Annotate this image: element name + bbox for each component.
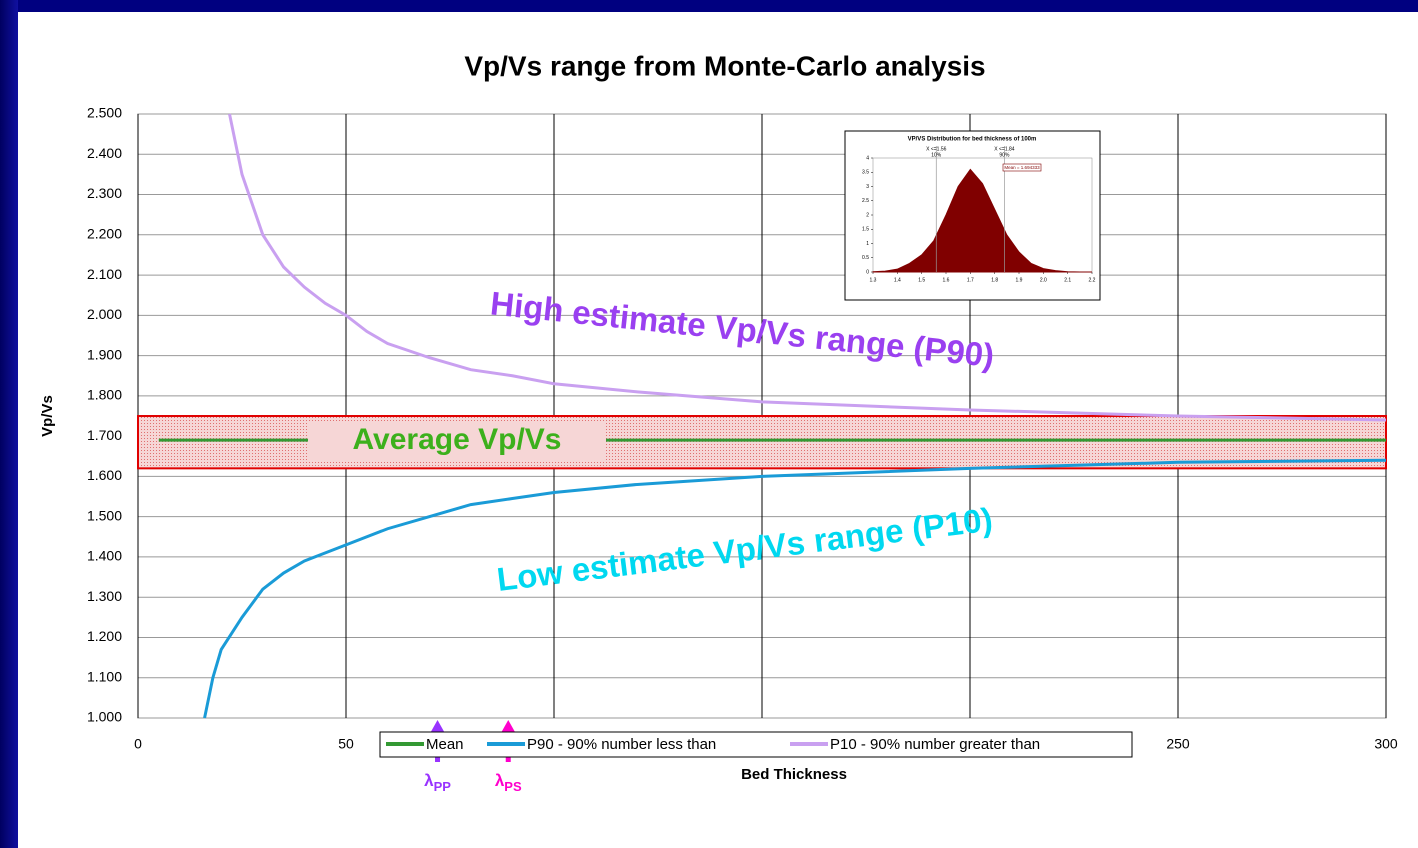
inset-y-tick-label: 4 — [866, 155, 869, 161]
chart-title: Vp/Vs range from Monte-Carlo analysis — [464, 50, 985, 81]
y-tick-label: 1.600 — [87, 467, 122, 483]
slide-edge — [0, 0, 18, 848]
percentile-pct: 10% — [931, 152, 942, 158]
annotation: Average Vp/Vs — [353, 423, 562, 456]
legend-label: P90 - 90% number less than — [527, 736, 716, 753]
inset-title: VP/VS Distribution for bed thickness of … — [908, 137, 1037, 143]
legend-label: Mean — [426, 736, 464, 753]
inset-x-tick-label: 2.2 — [1089, 277, 1096, 283]
arrow-symbol: λ — [424, 771, 434, 790]
x-tick-label: 0 — [134, 736, 142, 752]
y-tick-label: 2.100 — [87, 266, 122, 282]
arrow-label: λPP — [424, 771, 451, 794]
legend-label: P10 - 90% number greater than — [830, 736, 1040, 753]
y-tick-label: 1.000 — [87, 709, 122, 725]
percentile-pct: 90% — [999, 152, 1010, 158]
inset-x-tick-label: 1.4 — [894, 277, 901, 283]
x-tick-label: 50 — [338, 736, 354, 752]
y-axis-title: Vp/Vs — [39, 395, 56, 437]
y-tick-label: 1.200 — [87, 628, 122, 644]
inset-x-tick-label: 1.5 — [918, 277, 925, 283]
y-tick-label: 2.200 — [87, 226, 122, 242]
y-tick-label: 1.500 — [87, 507, 122, 523]
annotation-bg — [308, 421, 606, 461]
inset-y-tick-label: 0 — [866, 269, 869, 275]
y-tick-label: 1.100 — [87, 668, 122, 684]
percentile-label: X <=1.84 — [994, 146, 1015, 152]
x-tick-label: 300 — [1374, 736, 1398, 752]
y-tick-label: 1.700 — [87, 427, 122, 443]
inset-x-tick-label: 1.3 — [870, 277, 877, 283]
inset-x-tick-label: 2.1 — [1064, 277, 1071, 283]
mean-box — [1002, 163, 1042, 172]
inset-x-tick-label: 2.0 — [1040, 277, 1047, 283]
inset-x-tick-label: 1.8 — [991, 277, 998, 283]
inset-y-tick-label: 3.5 — [862, 170, 869, 176]
inset-y-tick-label: 2 — [866, 212, 869, 218]
y-tick-label: 1.400 — [87, 548, 122, 564]
y-tick-label: 2.300 — [87, 185, 122, 201]
y-tick-label: 2.400 — [87, 145, 122, 161]
inset-x-tick-label: 1.9 — [1016, 277, 1023, 283]
percentile-label: X <=1.56 — [926, 146, 947, 152]
inset-y-tick-label: 0.5 — [862, 255, 869, 261]
inset-y-tick-label: 1.5 — [862, 227, 869, 233]
inset-y-tick-label: 3 — [866, 184, 869, 190]
series-line — [228, 113, 1387, 422]
x-tick-label: 250 — [1166, 736, 1190, 752]
arrow-symbol: λ — [495, 771, 505, 790]
series-line — [203, 458, 1387, 719]
mean-label: Mean = 1.694333 — [1004, 165, 1040, 170]
distribution-area — [872, 168, 1092, 273]
inset-x-tick-label: 1.7 — [967, 277, 974, 283]
inset-y-tick-label: 2.5 — [862, 198, 869, 204]
y-tick-label: 2.500 — [87, 105, 122, 121]
y-tick-label: 2.000 — [87, 306, 122, 322]
arrow-subscript: PS — [504, 779, 522, 794]
arrow-label: λPS — [495, 771, 522, 794]
inset-x-tick-label: 1.6 — [943, 277, 950, 283]
y-tick-label: 1.900 — [87, 346, 122, 362]
arrow-subscript: PP — [434, 779, 452, 794]
inset-y-tick-label: 1 — [866, 241, 869, 247]
x-axis-title: Bed Thickness — [741, 766, 847, 783]
y-tick-label: 1.300 — [87, 588, 122, 604]
y-tick-label: 1.800 — [87, 387, 122, 403]
